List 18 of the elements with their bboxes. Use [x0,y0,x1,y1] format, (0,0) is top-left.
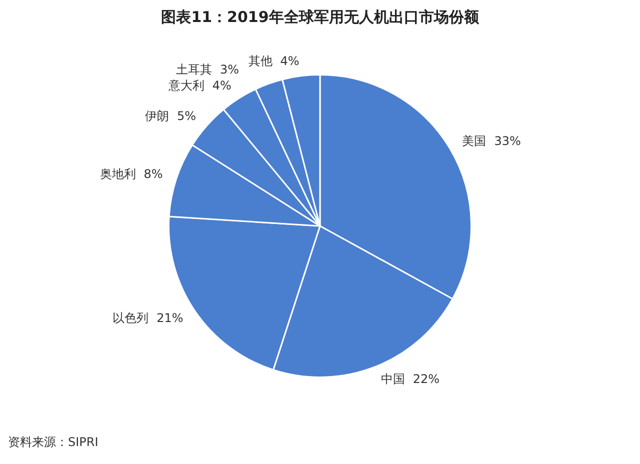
data-label: 4% [280,54,300,68]
data-label: 22% [412,372,440,386]
data-label: 3% [220,62,240,77]
data-label: 4% [212,78,232,93]
slice-label: 以色列 [112,311,149,326]
slice-label: 伊朗 [145,108,170,123]
data-label: 8% [144,167,163,182]
slice-label: 中国 [380,372,405,386]
slice-label: 其他 [248,54,272,68]
slice-label: 土耳其 [176,62,212,77]
slice-label: 意大利 [167,78,204,93]
chart-title: 图表11：2019年全球军用无人机出口市场份额 [160,8,480,27]
data-label: 5% [177,108,196,123]
data-label: 21% [156,311,184,326]
slice-label: 美国 [462,134,486,148]
slice-label: 奥地利 [100,167,136,182]
text: 资料来源：SIPRI [8,434,98,451]
data-label: 33% [494,134,521,148]
